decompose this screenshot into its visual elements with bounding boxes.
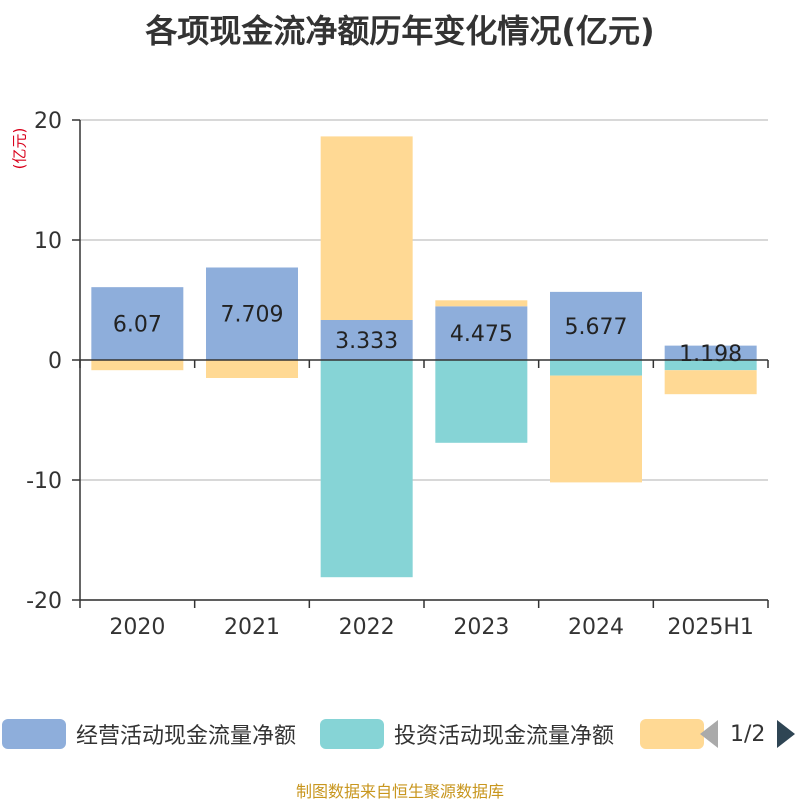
bar-2020-series-2 (91, 360, 184, 371)
legend-item-financing[interactable] (640, 716, 704, 752)
legend-page-indicator: 1/2 (730, 721, 766, 747)
data-labels: 6.07 7.709 3.333 4.475 5.677 1.198 (113, 303, 742, 367)
bar-chart: 20 10 0 -10 -20 2020 2021 2022 2023 2024 2025H1 6.… (26, 109, 769, 640)
data-label-2025H1: 1.198 (679, 342, 742, 367)
data-source-note: 制图数据来自恒生聚源数据库 (295, 782, 504, 801)
bar-2022-series-2 (320, 136, 413, 321)
x-tick-label-2025H1: 2025H1 (667, 615, 754, 640)
bar-2025H1-series-2 (664, 370, 757, 395)
legend-item-investing[interactable]: 投资活动现金流量净额 (320, 716, 614, 752)
x-tick-label-2020: 2020 (109, 615, 165, 640)
axes: 20 10 0 -10 -20 2020 2021 2022 2023 2024 2025H1 (26, 109, 769, 640)
x-tick-label-2021: 2021 (224, 615, 280, 640)
bar-2024-series-2 (550, 375, 642, 483)
x-tick-label-2024: 2024 (568, 615, 624, 640)
bar-2023-series-2 (435, 300, 528, 307)
data-label-2020: 6.07 (113, 313, 162, 338)
y-tick-label: 10 (34, 229, 62, 254)
data-label-2021: 7.709 (221, 303, 284, 328)
bar-2025H1-series-1 (664, 360, 757, 371)
legend-next-arrow-icon[interactable] (777, 720, 796, 748)
bar-2024-series-0 (550, 291, 642, 360)
bar-2023-series-0 (435, 306, 528, 360)
legend-label-investing: 投资活动现金流量净额 (394, 724, 615, 749)
data-label-2024: 5.677 (565, 315, 628, 340)
legend: 经营活动现金流量净额 投资活动现金流量净额 1/2 (0, 716, 800, 756)
y-tick-label: 0 (48, 349, 62, 374)
y-tick-label: -10 (26, 469, 62, 494)
bar-2022-series-1 (320, 360, 413, 578)
bar-2023-series-1 (435, 360, 528, 443)
legend-swatch-operating (2, 719, 66, 749)
bar-2024-series-1 (550, 360, 642, 376)
legend-swatch-financing (640, 719, 704, 749)
legend-label-operating: 经营活动现金流量净额 (76, 724, 297, 749)
bars (91, 136, 757, 578)
x-tick-label-2022: 2022 (339, 615, 395, 640)
bar-2021-series-0 (206, 267, 298, 360)
legend-item-operating[interactable]: 经营活动现金流量净额 (2, 716, 296, 752)
data-label-2023: 4.475 (450, 322, 513, 347)
bar-2020-series-0 (91, 287, 184, 360)
legend-prev-arrow-icon[interactable] (700, 720, 718, 748)
legend-swatch-investing (320, 719, 384, 749)
y-tick-label: 20 (34, 109, 62, 134)
x-tick-label-2023: 2023 (453, 615, 509, 640)
bar-2025H1-series-0 (664, 345, 757, 360)
y-tick-label: -20 (26, 589, 62, 614)
bar-2022-series-0 (320, 320, 413, 360)
data-label-2022: 3.333 (335, 329, 398, 354)
legend-pager: 1/2 (700, 720, 796, 748)
chart-title: 各项现金流净额历年变化情况(亿元) (145, 12, 655, 50)
bar-2021-series-2 (206, 360, 298, 378)
